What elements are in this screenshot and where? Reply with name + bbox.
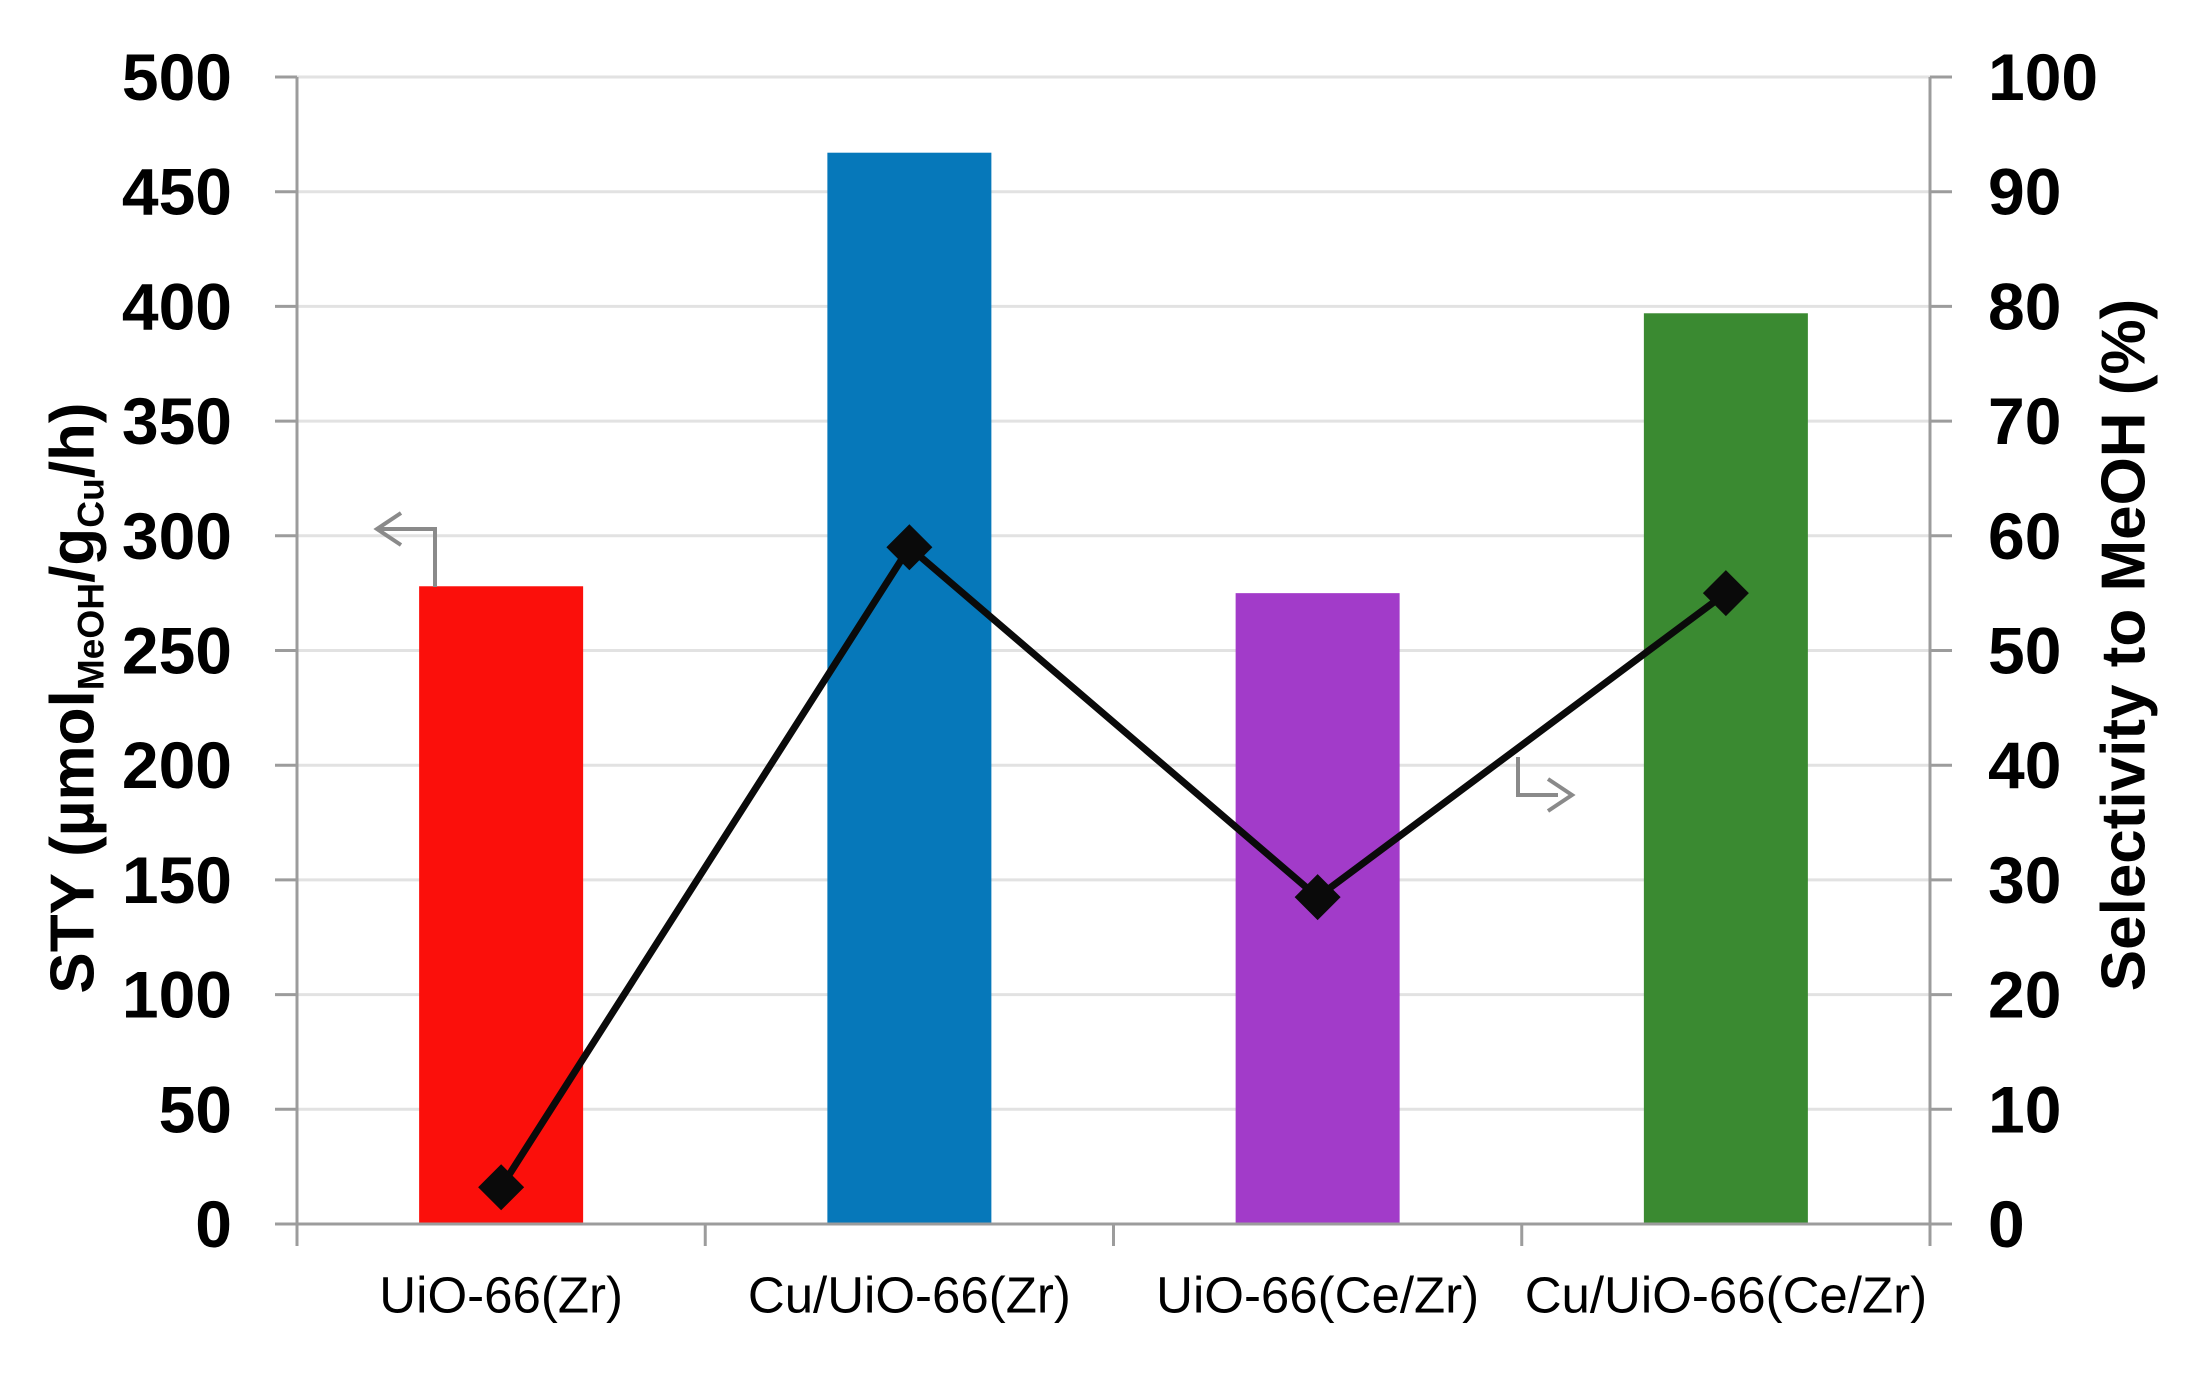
right-tick-label-40: 40 bbox=[1988, 728, 2061, 802]
right-tick-label-50: 50 bbox=[1988, 614, 2061, 688]
left-axis-indicator-arrow bbox=[380, 527, 437, 587]
right-tick-label-20: 20 bbox=[1988, 958, 2061, 1032]
left-axis-title-post: /h) bbox=[38, 402, 108, 479]
left-arrow-head-icon bbox=[373, 511, 403, 547]
left-axis-title-mid: /g bbox=[38, 527, 108, 583]
left-tick-label-150: 150 bbox=[122, 843, 232, 917]
left-tick-label-200: 200 bbox=[122, 728, 232, 802]
category-label-cu-uio-66-zr-: Cu/UiO-66(Zr) bbox=[748, 1267, 1071, 1324]
diamond-marker-uio-66-ce-zr- bbox=[1294, 874, 1341, 921]
right-tick-label-90: 90 bbox=[1988, 155, 2061, 229]
selectivity-line bbox=[498, 543, 1728, 1190]
diamond-marker-cu-uio-66-ce-zr- bbox=[1702, 570, 1749, 617]
diamond-marker-cu-uio-66-zr- bbox=[886, 524, 933, 571]
left-tick-label-250: 250 bbox=[122, 614, 232, 688]
left-axis-title: STY (µmolMeOH/gCu/h) bbox=[37, 402, 112, 993]
right-tick-label-30: 30 bbox=[1988, 843, 2061, 917]
left-tick-label-400: 400 bbox=[122, 269, 232, 343]
left-tick-label-350: 350 bbox=[122, 384, 232, 458]
right-axis-indicator-arrow bbox=[1516, 757, 1558, 797]
right-tick-label-80: 80 bbox=[1988, 269, 2061, 343]
left-tick-label-300: 300 bbox=[122, 499, 232, 573]
left-tick-label-50: 50 bbox=[159, 1072, 232, 1146]
bar-cu-uio-66-ce-zr- bbox=[1643, 313, 1808, 1225]
left-axis-title-pre: STY (µmol bbox=[38, 690, 108, 994]
left-tick-label-500: 500 bbox=[122, 40, 232, 114]
left-tick-label-450: 450 bbox=[122, 155, 232, 229]
right-arrow-head-icon bbox=[1546, 777, 1576, 813]
right-tick-label-100: 100 bbox=[1988, 40, 2098, 114]
right-tick-label-70: 70 bbox=[1988, 384, 2061, 458]
diamond-marker-uio-66-zr- bbox=[478, 1164, 525, 1211]
bar-uio-66-zr- bbox=[419, 586, 584, 1224]
left-axis-title-sub-meoh: MeOH bbox=[69, 582, 112, 691]
left-axis-title-sub-cu: Cu bbox=[69, 478, 112, 528]
right-axis-title: Selectivity to MeOH (%) bbox=[2089, 298, 2159, 992]
category-label-cu-uio-66-ce-zr-: Cu/UiO-66(Ce/Zr) bbox=[1525, 1267, 1927, 1324]
bar-cu-uio-66-zr- bbox=[827, 152, 992, 1224]
right-tick-label-0: 0 bbox=[1988, 1187, 2025, 1261]
left-tick-label-100: 100 bbox=[122, 958, 232, 1032]
right-tick-label-10: 10 bbox=[1988, 1072, 2061, 1146]
category-label-uio-66-zr-: UiO-66(Zr) bbox=[379, 1267, 623, 1324]
left-tick-label-0: 0 bbox=[195, 1187, 232, 1261]
right-tick-label-60: 60 bbox=[1988, 499, 2061, 573]
category-label-uio-66-ce-zr-: UiO-66(Ce/Zr) bbox=[1156, 1267, 1479, 1324]
